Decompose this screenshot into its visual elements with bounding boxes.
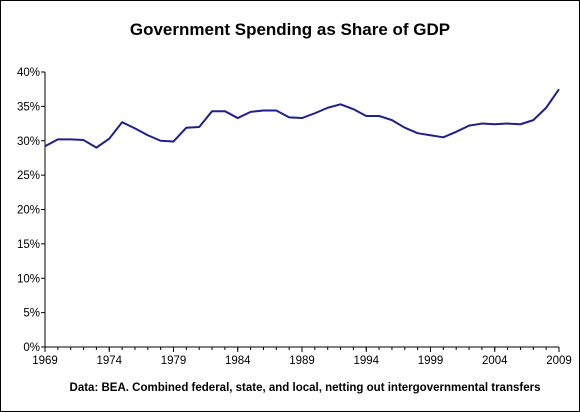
series-group [44,88,560,149]
y-tick-label: 15% [17,239,40,251]
x-tick-label: 2004 [482,355,508,367]
chart-title: Government Spending as Share of GDP [130,20,450,39]
y-tick-label: 10% [17,273,40,285]
x-tick-label: 1999 [418,355,444,367]
series-line [44,88,560,149]
y-tick-label: 0% [23,342,40,354]
y-tick-label: 25% [17,170,40,182]
y-tick-label: 40% [17,67,40,79]
y-tick-label: 20% [17,205,40,217]
x-axis: 1969 1974 1979 1984 1989 1994 1999 2004 2009 [32,346,572,367]
x-tick-label: 1969 [32,355,58,367]
x-tick-label: 1974 [96,355,122,367]
x-tick-label: 2009 [546,355,572,367]
x-tick-label: 1989 [289,355,315,367]
y-tick-label: 5% [23,308,40,320]
x-tick-label: 1994 [353,355,379,367]
y-tick-label: 35% [17,101,40,113]
y-tick-label: 30% [17,136,40,148]
y-axis: 0% 5% 10% 15% 20% 25% 30% 35% 40% [17,67,46,354]
x-tick-label: 1979 [161,355,187,367]
source-note: Data: BEA. Combined federal, state, and … [70,382,541,394]
x-tick-label: 1984 [225,355,251,367]
